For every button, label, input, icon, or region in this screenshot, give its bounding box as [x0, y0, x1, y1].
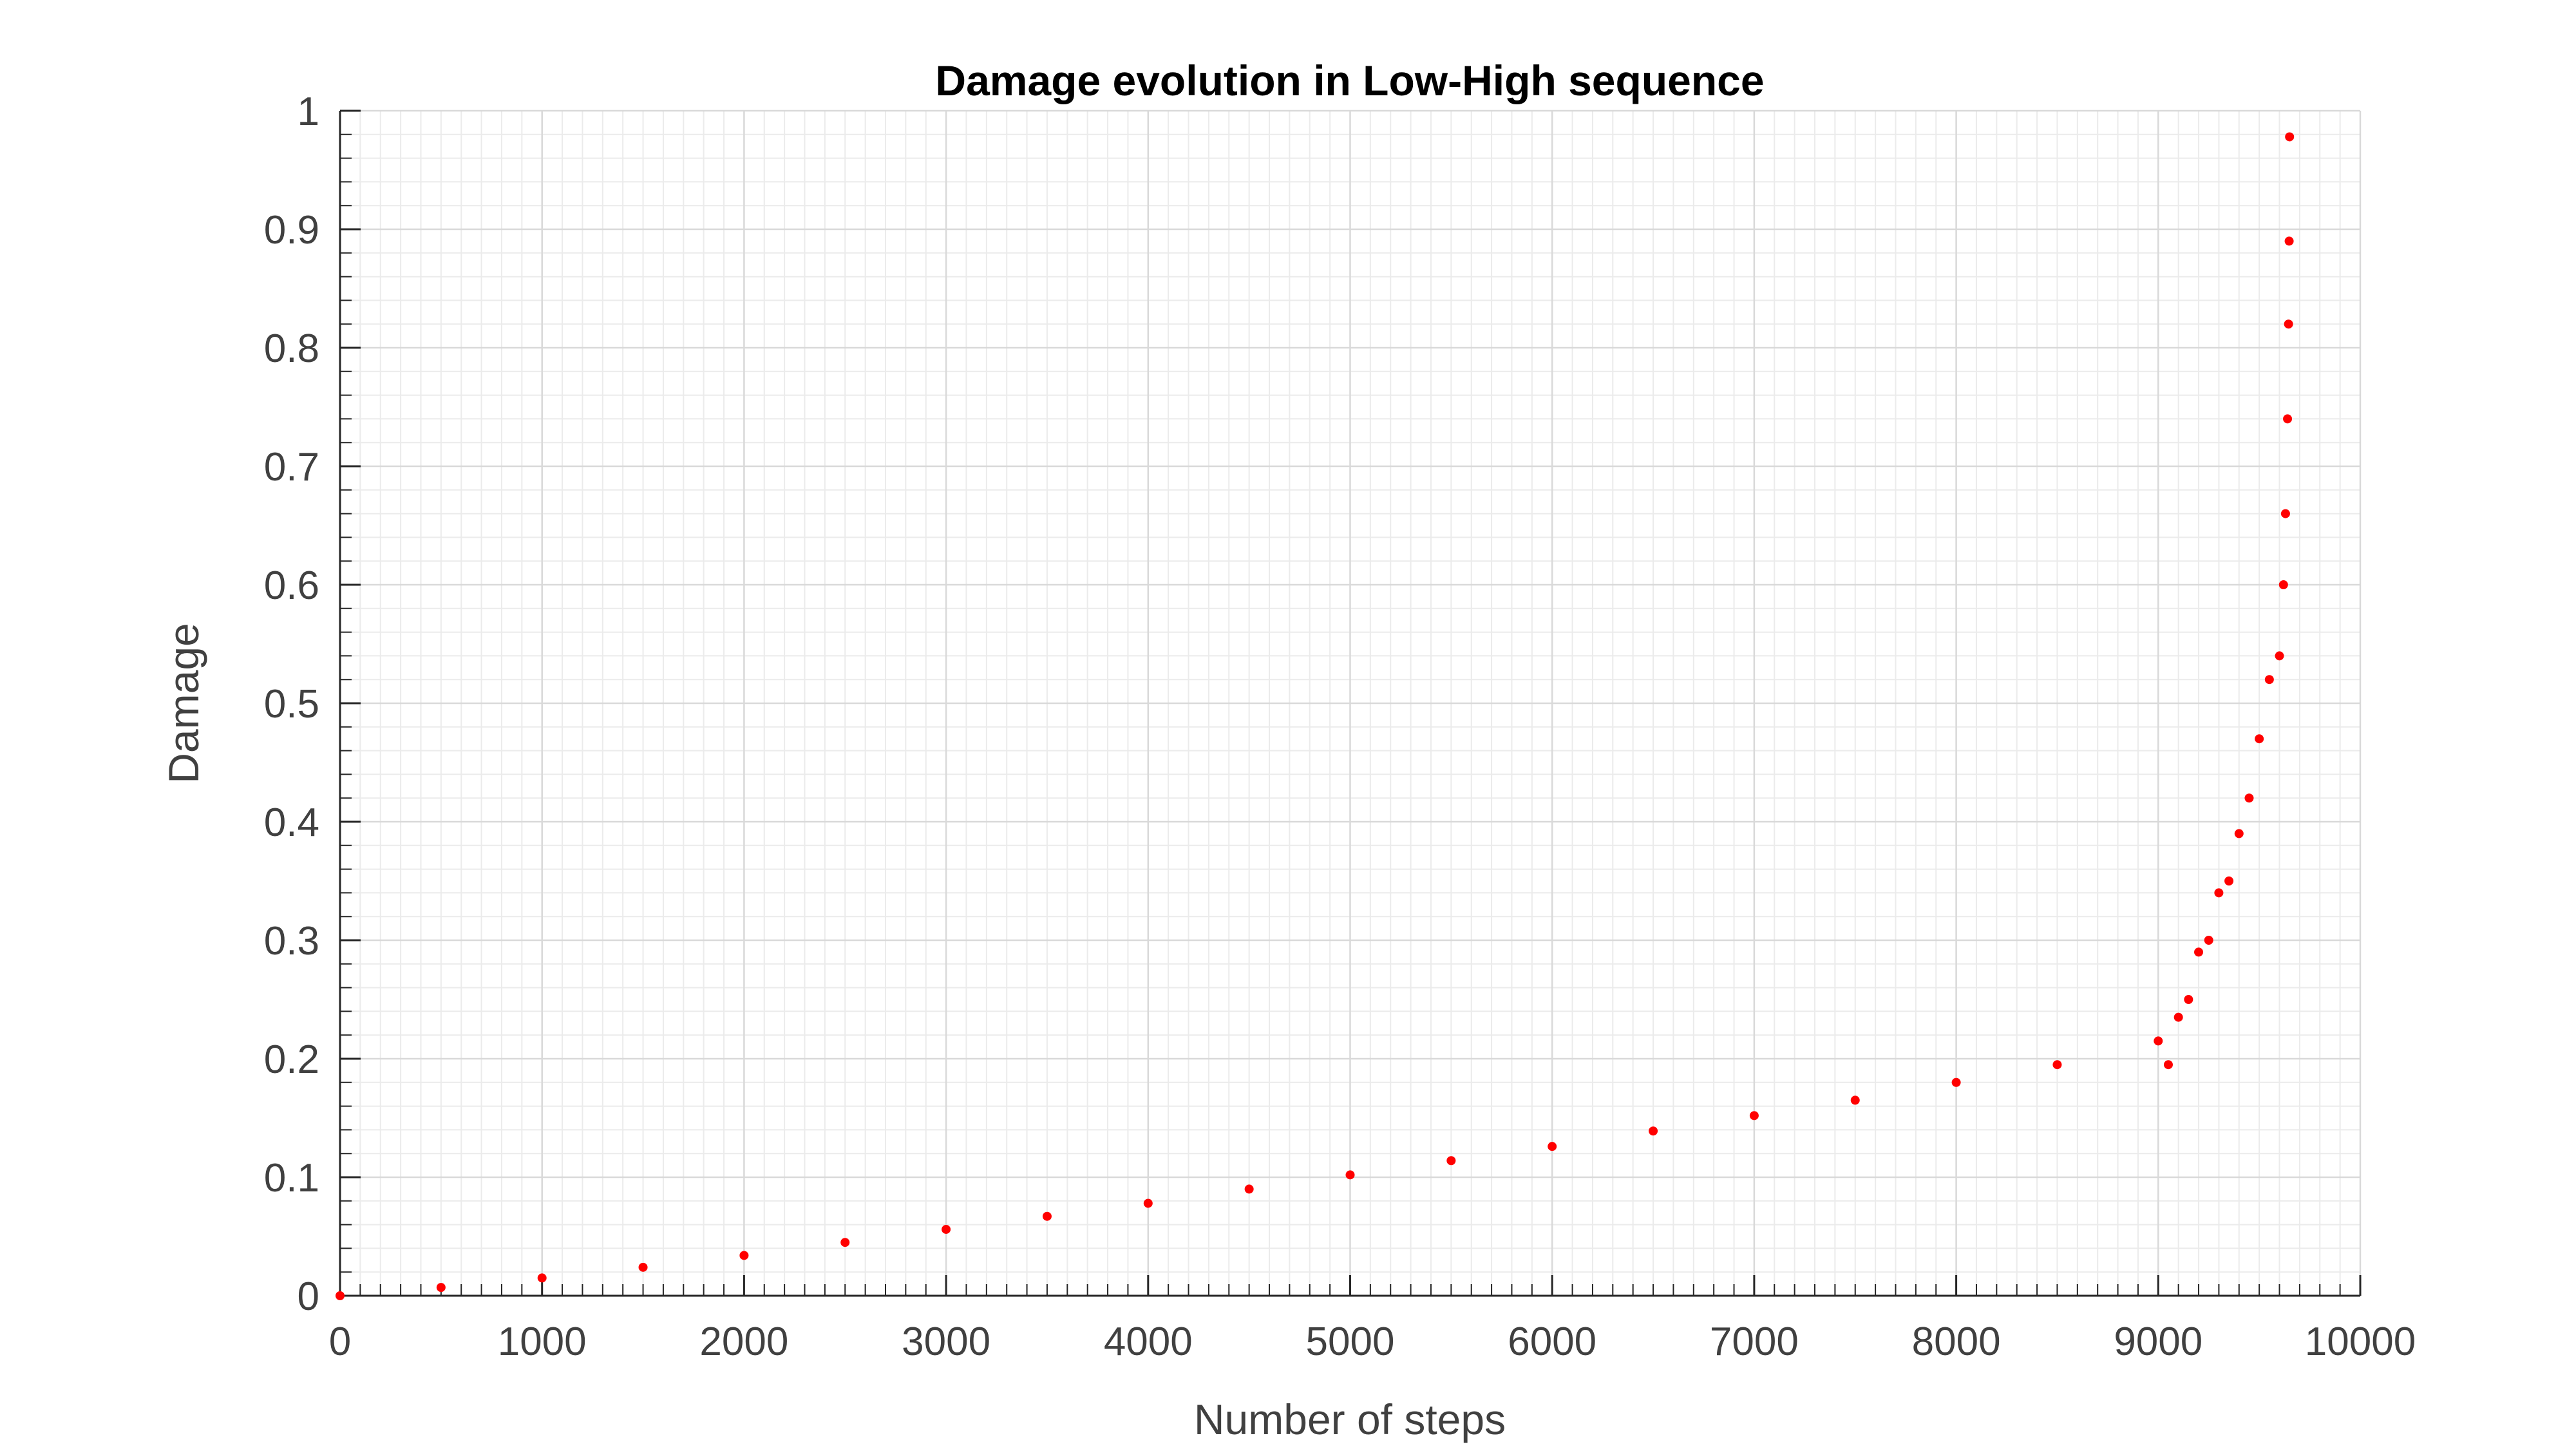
data-point — [1042, 1211, 1052, 1221]
data-point — [1345, 1170, 1355, 1180]
y-axis-title: Damage — [160, 623, 207, 783]
data-point — [2154, 1036, 2163, 1046]
data-point — [2204, 936, 2213, 945]
data-point — [2244, 793, 2254, 803]
data-point — [1749, 1111, 1759, 1121]
x-tick-labels: 0 1000 2000 3000 4000 5000 6000 7000 8000 9000 100… — [329, 1320, 2416, 1364]
y-tick-label: 0.9 — [264, 208, 319, 252]
y-tick-label: 0.5 — [264, 682, 319, 726]
damage-series — [336, 132, 2295, 1300]
data-point — [2052, 1060, 2062, 1070]
data-point — [2224, 876, 2234, 886]
data-point — [942, 1224, 951, 1234]
data-point — [1649, 1126, 1658, 1136]
x-tick-label: 5000 — [1306, 1320, 1395, 1364]
data-point — [1143, 1198, 1153, 1208]
x-tick-label: 9000 — [2114, 1320, 2202, 1364]
data-point — [436, 1283, 446, 1293]
x-tick-label: 6000 — [1508, 1320, 1596, 1364]
axes — [339, 109, 2362, 1297]
x-tick-label: 8000 — [1912, 1320, 2001, 1364]
data-point — [1951, 1077, 1961, 1087]
x-tick-label: 2000 — [699, 1320, 788, 1364]
data-point — [2234, 829, 2244, 838]
data-point — [1244, 1184, 1254, 1194]
y-tick-label: 0.3 — [264, 919, 319, 963]
data-point — [2275, 651, 2284, 661]
x-tick-label: 0 — [329, 1320, 351, 1364]
data-point — [2184, 995, 2193, 1004]
y-tick-label: 1 — [298, 90, 319, 134]
chart-title: Damage evolution in Low-High sequence — [935, 57, 1764, 104]
data-point — [2283, 414, 2293, 424]
data-point — [2255, 734, 2264, 744]
data-point — [336, 1291, 345, 1300]
data-point — [537, 1273, 547, 1283]
data-point — [2194, 947, 2204, 957]
x-tick-label: 3000 — [902, 1320, 990, 1364]
data-point — [2174, 1012, 2183, 1022]
y-tick-label: 0.2 — [264, 1037, 319, 1082]
y-tick-label: 0 — [298, 1274, 319, 1319]
data-point — [2163, 1060, 2173, 1070]
data-point — [2284, 319, 2293, 329]
y-tick-labels: 0 0.1 0.2 0.3 0.4 0.5 0.6 0.7 0.8 0.9 1 — [264, 90, 319, 1319]
data-point — [2280, 509, 2290, 518]
data-point — [638, 1262, 648, 1272]
x-tick-label: 7000 — [1710, 1320, 1799, 1364]
data-point — [2214, 888, 2224, 898]
data-point — [2264, 675, 2274, 685]
y-tick-label: 0.4 — [264, 800, 319, 845]
y-tick-label: 0.8 — [264, 327, 319, 371]
y-tick-label: 0.6 — [264, 564, 319, 608]
y-tick-label: 0.1 — [264, 1156, 319, 1200]
data-point — [1850, 1095, 1860, 1105]
data-point — [1446, 1156, 1456, 1166]
data-point — [2285, 132, 2295, 142]
data-point — [1548, 1142, 1557, 1151]
data-point — [2278, 580, 2288, 589]
x-tick-label: 10000 — [2305, 1320, 2416, 1364]
x-tick-label: 1000 — [498, 1320, 587, 1364]
y-tick-label: 0.7 — [264, 445, 319, 489]
data-point — [840, 1238, 850, 1247]
x-tick-label: 4000 — [1104, 1320, 1193, 1364]
x-axis-title: Number of steps — [1194, 1396, 1506, 1443]
data-point — [2284, 236, 2294, 246]
data-point — [739, 1251, 749, 1260]
